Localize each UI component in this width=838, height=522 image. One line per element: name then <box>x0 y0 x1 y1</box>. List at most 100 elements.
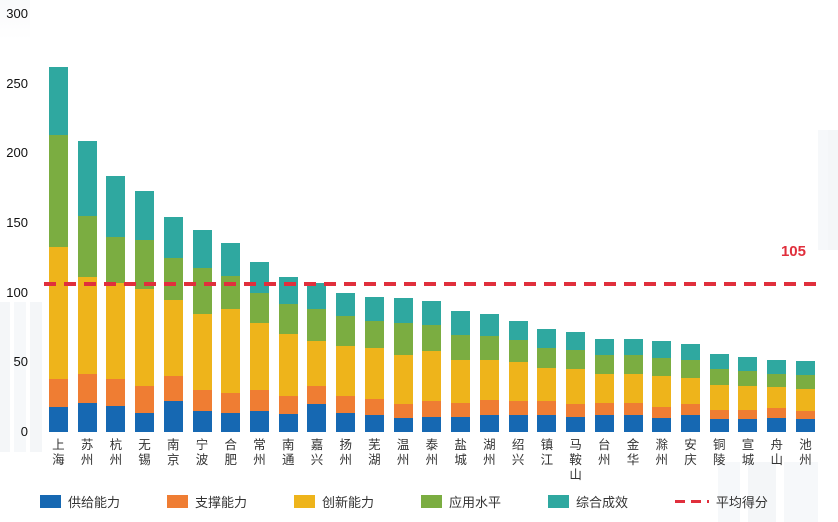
segment-application <box>163 257 183 300</box>
legend-swatch-application <box>420 495 442 508</box>
city-label: 苏州 <box>80 438 94 467</box>
segment-supply <box>336 412 356 432</box>
legend-swatch-support <box>166 495 188 508</box>
legend-label: 供给能力 <box>68 495 121 510</box>
segment-effectiveness <box>163 217 183 258</box>
segment-supply <box>681 415 701 432</box>
legend-item-supply: 供给能力 <box>40 492 120 511</box>
segment-support <box>163 376 183 402</box>
segment-effectiveness <box>221 242 241 276</box>
bar-stack <box>250 262 269 432</box>
legend-item-innovation: 创新能力 <box>293 492 374 511</box>
x-label-cell: 台州 <box>590 438 619 482</box>
bar-column <box>73 14 102 432</box>
legend-label: 平均得分 <box>715 495 768 510</box>
city-label: 金华 <box>626 438 640 467</box>
bar-column <box>532 14 561 432</box>
bar-column <box>418 14 447 432</box>
x-label-cell: 池州 <box>791 438 820 482</box>
legend-swatch-supply <box>40 495 61 508</box>
segment-innovation <box>48 246 68 380</box>
segment-effectiveness <box>192 230 212 268</box>
segment-innovation <box>163 299 183 377</box>
city-label: 铜陵 <box>712 438 726 467</box>
bar-stack <box>307 282 327 432</box>
segment-application <box>508 340 528 363</box>
segment-effectiveness <box>135 190 155 240</box>
bar-stack <box>48 66 68 432</box>
segment-supply <box>250 411 269 432</box>
bar-stack <box>652 341 672 432</box>
x-label-cell: 舟山 <box>762 438 791 482</box>
segment-supply <box>537 415 557 432</box>
bar-column <box>791 14 820 432</box>
segment-innovation <box>451 359 471 403</box>
segment-application <box>336 316 356 346</box>
segment-effectiveness <box>307 282 327 310</box>
bar-stack <box>192 230 212 432</box>
segment-effectiveness <box>451 310 471 335</box>
bar-column <box>159 14 188 432</box>
x-label-cell: 滁州 <box>647 438 676 482</box>
x-label-cell: 泰州 <box>418 438 447 482</box>
legend-item-average: 平均得分 <box>674 492 768 511</box>
segment-supply <box>623 415 643 432</box>
bar-column <box>734 14 763 432</box>
segment-innovation <box>135 288 155 387</box>
city-label: 宁波 <box>195 438 209 467</box>
segment-effectiveness <box>106 175 126 237</box>
bar-column <box>475 14 504 432</box>
segment-effectiveness <box>508 320 528 341</box>
segment-effectiveness <box>393 298 413 324</box>
segment-application <box>681 359 701 378</box>
bars-container <box>44 14 820 432</box>
segment-innovation <box>364 348 384 399</box>
bar-stack <box>709 354 729 432</box>
segment-supply <box>364 415 384 432</box>
segment-application <box>537 348 557 368</box>
segment-supply <box>566 416 586 432</box>
segment-innovation <box>508 362 528 402</box>
segment-application <box>738 370 758 387</box>
segment-effectiveness <box>566 331 586 350</box>
segment-support <box>537 401 557 416</box>
segment-supply <box>307 404 327 432</box>
plot-area: 105 <box>44 14 820 432</box>
legend-dash-sample <box>674 499 709 504</box>
legend-item-effectiveness: 综合成效 <box>547 492 628 511</box>
x-label-cell: 南京 <box>159 438 188 482</box>
bar-stack <box>623 338 643 432</box>
bar-column <box>101 14 130 432</box>
bar-stack <box>508 320 528 432</box>
city-label: 合肥 <box>224 438 238 467</box>
x-label-cell: 湖州 <box>475 438 504 482</box>
segment-effectiveness <box>652 341 672 359</box>
segment-application <box>623 355 643 374</box>
segment-application <box>393 323 413 356</box>
segment-support <box>278 395 298 414</box>
bar-stack <box>681 344 701 432</box>
segment-innovation <box>566 369 586 405</box>
x-label-cell: 合肥 <box>216 438 245 482</box>
y-tick-label: 300 <box>6 6 28 21</box>
segment-effectiveness <box>336 292 356 317</box>
segment-effectiveness <box>479 313 499 336</box>
segment-application <box>767 373 787 388</box>
city-label: 盐城 <box>454 438 467 467</box>
bar-column <box>446 14 475 432</box>
segment-effectiveness <box>709 354 729 370</box>
segment-application <box>422 324 442 352</box>
y-axis: 0 50 100 150 200 250 300 <box>0 6 36 439</box>
bar-stack <box>221 242 241 432</box>
city-label: 杭州 <box>109 438 123 467</box>
city-label: 南京 <box>167 438 180 467</box>
segment-application <box>364 320 384 349</box>
city-label: 泰州 <box>425 438 439 467</box>
bar-stack <box>135 190 155 432</box>
bar-stack <box>594 338 614 432</box>
segment-support <box>393 404 413 419</box>
bar-column <box>504 14 533 432</box>
x-label-cell: 铜陵 <box>705 438 734 482</box>
segment-application <box>479 335 499 360</box>
